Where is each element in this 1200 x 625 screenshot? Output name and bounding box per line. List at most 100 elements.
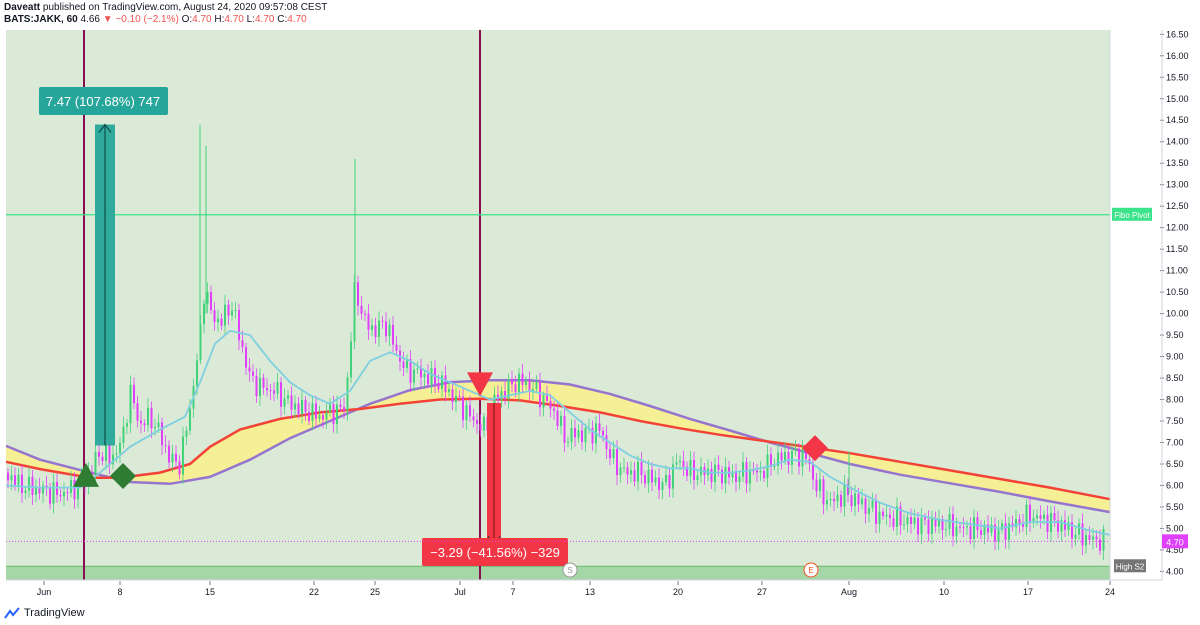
candle: [206, 282, 209, 313]
price-tick-label: 16.00: [1166, 51, 1189, 61]
candle-body: [325, 412, 328, 420]
price-axis[interactable]: 16.50 16.00 15.50 15.00 14.50 14.00 13.50 13.00…: [1109, 29, 1189, 580]
candle: [924, 512, 926, 526]
candle-body: [724, 467, 727, 484]
candle-body: [661, 482, 664, 491]
candle: [899, 501, 902, 535]
candle-body: [297, 403, 300, 415]
candle: [168, 440, 170, 468]
candle: [311, 396, 314, 431]
candle: [269, 383, 272, 401]
candle: [763, 467, 765, 483]
fibo-label-box: [1112, 207, 1152, 221]
candle: [665, 465, 667, 487]
candle-body: [42, 485, 44, 494]
price-tick-label: 7.50: [1166, 416, 1184, 426]
candle: [675, 453, 678, 469]
candle: [598, 413, 601, 438]
candle: [164, 435, 167, 454]
price-tick-label: 4.50: [1166, 545, 1184, 555]
candle: [983, 520, 986, 545]
candle: [1099, 529, 1101, 556]
candle: [357, 275, 359, 316]
candle: [1102, 524, 1105, 561]
candle-body: [637, 461, 639, 482]
candle-body: [885, 514, 888, 517]
candle: [210, 285, 212, 314]
candle-body: [539, 382, 541, 408]
candle-body: [353, 282, 356, 342]
candle: [66, 487, 69, 501]
candle-body: [1004, 523, 1007, 540]
candle-body: [528, 380, 531, 392]
candle: [360, 295, 363, 320]
candle-body: [423, 373, 426, 378]
candle: [906, 511, 909, 533]
candle: [889, 507, 891, 528]
price-tick-label: 5.00: [1166, 523, 1184, 533]
candle-body: [168, 445, 170, 463]
symbol-name[interactable]: BATS:JAKK, 60: [4, 14, 78, 25]
candle: [840, 490, 842, 513]
candle-body: [241, 340, 244, 347]
candle-body: [1088, 535, 1091, 540]
candle-body: [448, 389, 450, 393]
candle-body: [283, 398, 286, 407]
vertical-lines: [83, 30, 481, 580]
candle-body: [1053, 513, 1056, 521]
candle-body: [591, 427, 594, 444]
candle: [871, 492, 874, 513]
candle: [367, 304, 370, 340]
candle-body: [546, 395, 548, 401]
candle: [987, 515, 989, 542]
candle-body: [983, 524, 986, 535]
time-axis[interactable]: Jun 8 15 22 25 Jul 7 13 20 27 Aug 10 17 24: [6, 579, 1162, 597]
candle-body: [913, 517, 916, 524]
brand-name[interactable]: TradingView: [24, 607, 85, 619]
candle-body: [784, 451, 786, 461]
candle: [735, 463, 737, 492]
candle: [724, 457, 727, 494]
price-tick-label: 10.50: [1166, 287, 1189, 297]
candle-body: [371, 325, 373, 330]
price-tick-label: 5.50: [1166, 502, 1184, 512]
candle-body: [756, 470, 758, 473]
candle-body: [507, 379, 510, 400]
candle-body: [465, 405, 468, 421]
candle: [451, 380, 454, 411]
price-tick-label: 7.00: [1166, 438, 1184, 448]
candle-body: [889, 514, 891, 519]
candle: [70, 470, 72, 498]
candle: [759, 461, 762, 482]
candle-body: [378, 320, 380, 338]
candle-body: [217, 318, 219, 323]
candle: [553, 400, 555, 420]
candle-body: [623, 467, 625, 469]
open-value: 4.70: [192, 14, 212, 25]
candle-body: [332, 404, 335, 425]
candle-body: [675, 462, 678, 465]
author-name[interactable]: Daveatt: [4, 2, 41, 13]
candle-body: [266, 387, 268, 391]
candle-body: [514, 384, 517, 393]
candle: [465, 400, 468, 430]
open-label: O:: [181, 14, 193, 25]
price-chart[interactable]: 7.47 (107.68%) 747 −3.29 (−41.56%) −329 1…: [0, 0, 1200, 605]
candle-body: [395, 344, 398, 351]
candle: [560, 411, 562, 435]
candle: [549, 394, 552, 418]
candle: [731, 464, 734, 484]
candle: [126, 418, 128, 435]
event-letter: S: [567, 566, 572, 575]
buy-triangle-icon: [73, 462, 99, 487]
candle-body: [679, 460, 681, 463]
candle-body: [1018, 519, 1021, 524]
candle-body: [906, 517, 909, 525]
candle-body: [304, 399, 307, 412]
candle: [577, 424, 580, 443]
measure-tools[interactable]: 7.47 (107.68%) 747 −3.29 (−41.56%) −329: [39, 87, 568, 566]
candle: [350, 332, 352, 383]
candle: [203, 299, 205, 334]
candle: [742, 452, 744, 482]
